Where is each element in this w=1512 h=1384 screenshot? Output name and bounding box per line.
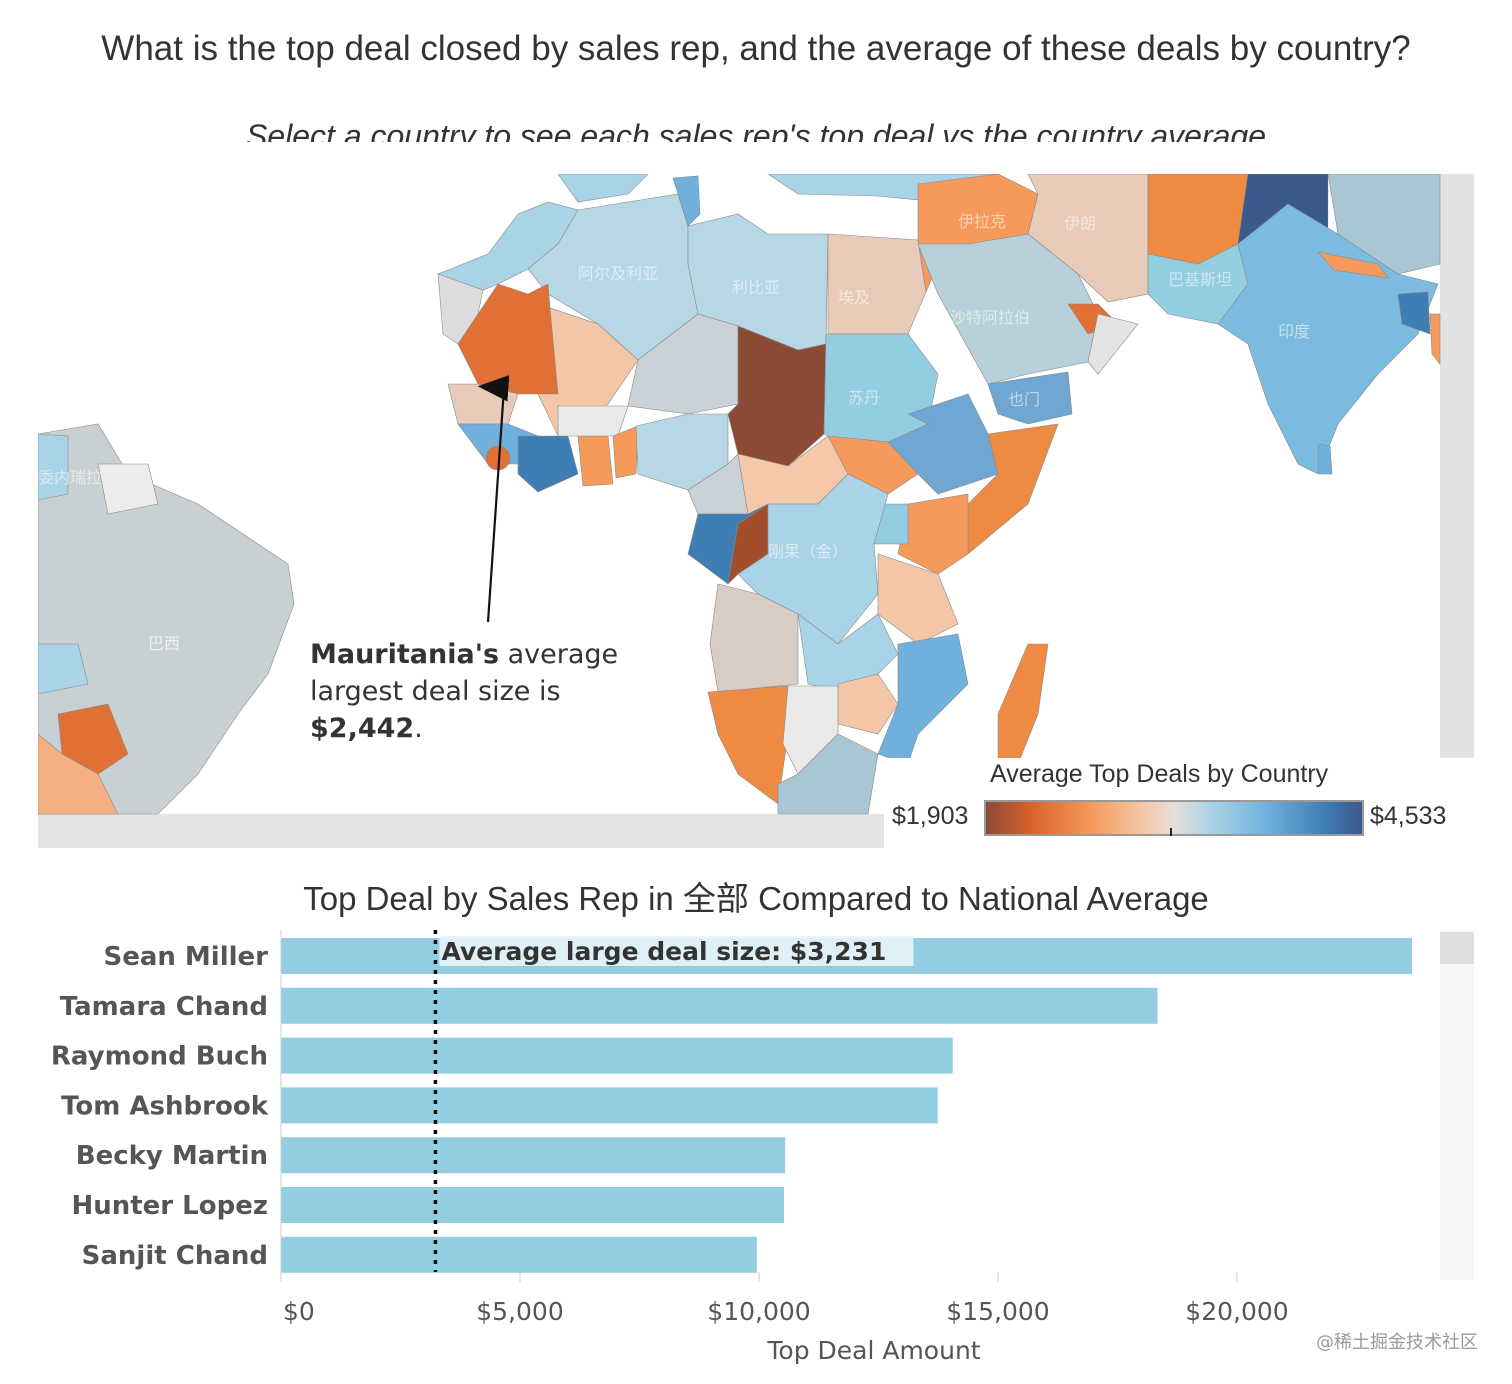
country-tunisia[interactable] bbox=[672, 175, 701, 227]
color-legend: Average Top Deals by Country $1,903 $4,5… bbox=[884, 758, 1464, 848]
country-ghana[interactable] bbox=[577, 435, 614, 487]
country-ethiopia[interactable] bbox=[887, 393, 999, 495]
x-tick-label: $15,000 bbox=[946, 1297, 1049, 1326]
country-sierra-leone[interactable] bbox=[485, 445, 511, 471]
annotation-end: . bbox=[414, 713, 423, 744]
annotation-text-b: largest deal size is bbox=[310, 676, 561, 707]
country-angola[interactable] bbox=[709, 583, 799, 693]
country-china[interactable] bbox=[1327, 174, 1441, 275]
row-label[interactable]: Tom Ashbrook bbox=[61, 1091, 269, 1121]
country-yemen[interactable] bbox=[987, 371, 1073, 425]
map-annotation: Mauritania's average largest deal size i… bbox=[310, 636, 618, 747]
label-venezuela: 委内瑞拉 bbox=[38, 468, 103, 487]
label-india: 印度 bbox=[1278, 322, 1311, 341]
bar-chart[interactable]: Sean Miller Tamara Chand Raymond Buch Tom A… bbox=[0, 920, 1512, 1384]
bar-raymond-buch[interactable] bbox=[281, 1037, 953, 1074]
row-label[interactable]: Becky Martin bbox=[76, 1141, 268, 1171]
legend-max: $4,533 bbox=[1370, 802, 1447, 830]
label-algeria: 阿尔及利亚 bbox=[578, 264, 659, 283]
subtitle-clip: Select a country to see each sales rep's… bbox=[60, 116, 1452, 142]
annotation-country: Mauritania's bbox=[310, 639, 500, 670]
country-nepal[interactable] bbox=[1317, 251, 1389, 279]
bar-becky-martin[interactable] bbox=[281, 1137, 786, 1174]
legend-marker bbox=[1170, 828, 1172, 836]
country-oman[interactable] bbox=[1087, 313, 1139, 375]
label-iran: 伊朗 bbox=[1064, 214, 1097, 233]
bar-chart-title: Top Deal by Sales Rep in 全部 Compared to … bbox=[303, 880, 1209, 917]
label-drc: 刚果（金） bbox=[768, 542, 849, 561]
x-tick-label: $10,000 bbox=[707, 1297, 810, 1326]
annotation-value: $2,442 bbox=[310, 713, 415, 744]
label-libya: 利比亚 bbox=[732, 278, 781, 297]
country-south-africa[interactable] bbox=[777, 733, 879, 815]
country-egypt[interactable] bbox=[827, 233, 927, 335]
country-south-sudan[interactable] bbox=[827, 435, 919, 495]
country-kenya[interactable] bbox=[897, 493, 969, 575]
chart-title: What is the top deal closed by sales rep… bbox=[101, 29, 1411, 68]
row-label[interactable]: Raymond Buch bbox=[51, 1042, 268, 1072]
country-paraguay[interactable] bbox=[57, 703, 129, 775]
bar-hunter-lopez[interactable] bbox=[281, 1187, 785, 1223]
country-namibia[interactable] bbox=[707, 685, 789, 805]
country-spain[interactable] bbox=[557, 174, 649, 203]
country-sri-lanka[interactable] bbox=[1317, 443, 1333, 475]
label-saudi: 沙特阿拉伯 bbox=[950, 308, 1031, 327]
label-pakistan: 巴基斯坦 bbox=[1168, 270, 1233, 289]
country-drc[interactable] bbox=[737, 473, 889, 645]
country-argentina[interactable] bbox=[38, 733, 119, 815]
x-tick-label: $20,000 bbox=[1185, 1297, 1288, 1326]
country-benin[interactable] bbox=[612, 425, 639, 479]
label-yemen: 也门 bbox=[1008, 390, 1041, 409]
label-iraq: 伊拉克 bbox=[958, 212, 1007, 231]
country-mozambique[interactable] bbox=[877, 633, 969, 765]
row-label[interactable]: Hunter Lopez bbox=[71, 1191, 268, 1221]
country-bangladesh[interactable] bbox=[1397, 291, 1431, 335]
choropleth-map[interactable]: 阿尔及利亚 利比亚 埃及 伊拉克 伊朗 巴基斯坦 沙特阿拉伯 印度 苏丹 也门 … bbox=[38, 174, 1474, 848]
map-scroll-strip[interactable] bbox=[38, 814, 884, 848]
label-brazil: 巴西 bbox=[148, 634, 181, 653]
x-tick-label: $0 bbox=[283, 1297, 315, 1326]
country-chad[interactable] bbox=[727, 325, 827, 467]
country-cote-divoire[interactable] bbox=[517, 435, 579, 493]
country-zimbabwe[interactable] bbox=[837, 673, 899, 735]
legend-min: $1,903 bbox=[892, 802, 969, 830]
reference-label-bg bbox=[439, 936, 914, 966]
map-canvas[interactable] bbox=[38, 174, 1474, 848]
bar-tamara-chand[interactable] bbox=[281, 987, 1158, 1024]
row-label[interactable]: Sean Miller bbox=[103, 942, 268, 972]
watermark: @稀土掘金技术社区 bbox=[1316, 1332, 1478, 1353]
legend-gradient bbox=[984, 800, 1364, 836]
annotation-text-a: average bbox=[499, 639, 619, 670]
country-guyana[interactable] bbox=[97, 463, 159, 515]
x-axis-label: Top Deal Amount bbox=[766, 1336, 980, 1365]
legend-title: Average Top Deals by Country bbox=[990, 760, 1329, 788]
reference-label: Average large deal size: $3,231 bbox=[441, 937, 886, 966]
row-label[interactable]: Tamara Chand bbox=[60, 992, 268, 1022]
map-vertical-scroll[interactable] bbox=[1440, 174, 1474, 758]
row-label[interactable]: Sanjit Chand bbox=[82, 1241, 268, 1271]
bar-tom-ashbrook[interactable] bbox=[281, 1087, 938, 1124]
country-bolivia[interactable] bbox=[38, 643, 89, 695]
country-madagascar[interactable] bbox=[997, 643, 1049, 765]
chart-subtitle: Select a country to see each sales rep's… bbox=[245, 118, 1267, 142]
x-tick-label: $5,000 bbox=[476, 1297, 563, 1326]
bar-scroll-thumb[interactable] bbox=[1440, 932, 1474, 964]
bar-scroll-track[interactable] bbox=[1440, 930, 1474, 1280]
country-myanmar[interactable] bbox=[1429, 313, 1441, 365]
bar-sanjit-chand[interactable] bbox=[281, 1236, 757, 1273]
label-egypt: 埃及 bbox=[838, 288, 871, 307]
country-venezuela[interactable] bbox=[38, 433, 69, 501]
label-sudan: 苏丹 bbox=[848, 388, 881, 407]
country-tanzania[interactable] bbox=[877, 553, 959, 645]
country-sudan[interactable] bbox=[823, 333, 939, 443]
country-burkina[interactable] bbox=[557, 405, 629, 437]
